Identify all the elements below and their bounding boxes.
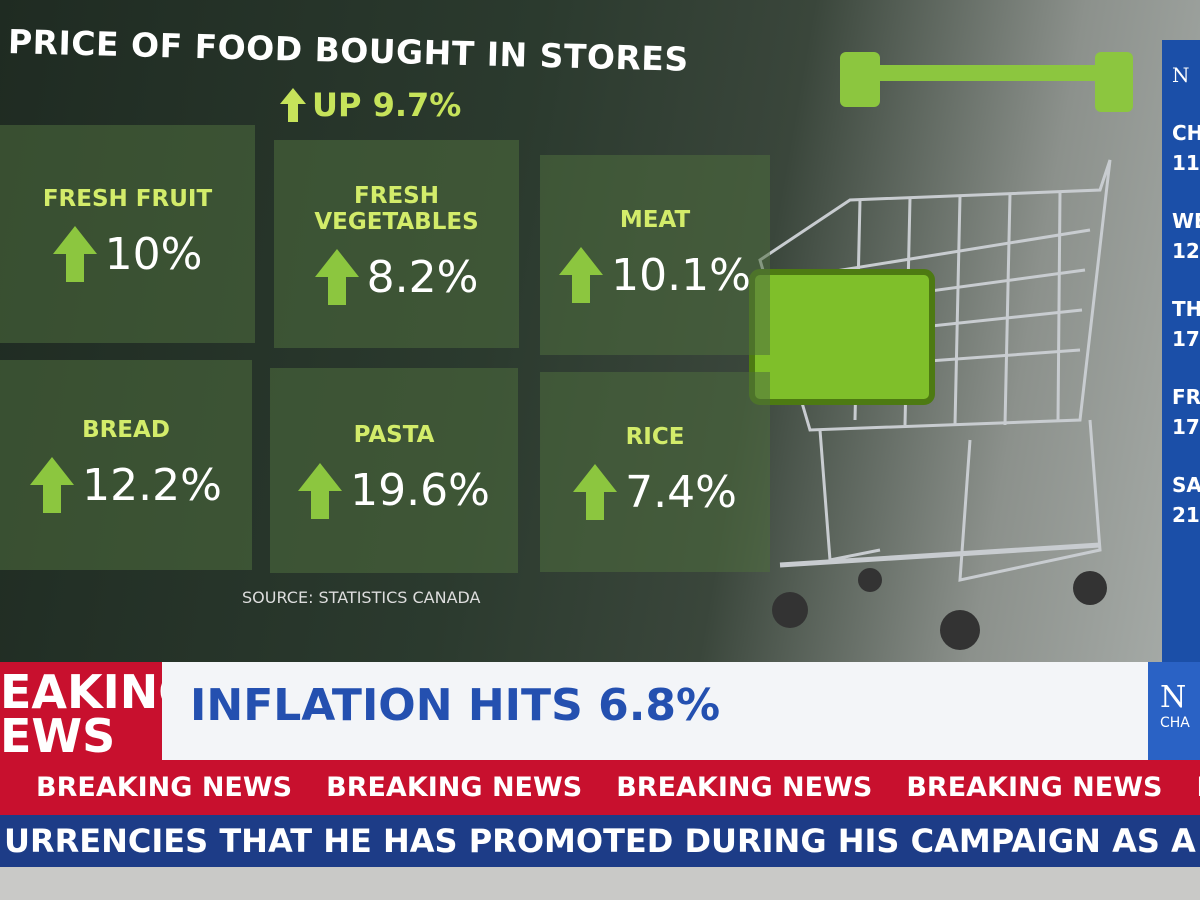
sidebar-item: 17 xyxy=(1172,327,1200,351)
ticker-item: BREAKING NEWS xyxy=(616,772,873,803)
tile-label: PASTA xyxy=(353,422,435,449)
tile: FRESH VEGETABLES 8.2% xyxy=(274,140,519,348)
tile-value-row: 10.1% xyxy=(559,247,751,304)
tile-value: 12.2% xyxy=(82,459,222,511)
breaking-tag: EAKING EWS xyxy=(0,662,162,760)
sidebar-item: SAT xyxy=(1172,473,1200,497)
sidebar-item: 21 xyxy=(1172,503,1200,527)
tile: PASTA 19.6% xyxy=(270,368,518,573)
banner-logo: N CHA xyxy=(1148,662,1200,760)
tv-bezel xyxy=(0,867,1200,900)
sidebar-item: CHA xyxy=(1172,121,1200,145)
up-arrow xyxy=(298,462,343,519)
tile-value-row: 7.4% xyxy=(573,464,737,521)
logo-sub: CHA xyxy=(1160,715,1190,731)
tile-value: 19.6% xyxy=(350,465,490,517)
tile-value: 10% xyxy=(104,228,203,280)
tile-value-row: 12.2% xyxy=(30,457,222,514)
tile: RICE 7.4% xyxy=(540,372,770,572)
up-arrow xyxy=(280,88,306,122)
sidebar-item: FR xyxy=(1172,385,1200,409)
sidebar-item: 12 xyxy=(1172,239,1200,263)
up-arrow xyxy=(559,247,604,304)
tile-label: MEAT xyxy=(619,206,691,233)
sidebar-item: WE xyxy=(1172,209,1200,233)
banner-headline: INFLATION HITS 6.8% xyxy=(190,680,721,731)
banner xyxy=(0,662,1200,760)
tile-value: 7.4% xyxy=(625,466,737,518)
tile-value-row: 8.2% xyxy=(314,249,479,306)
tile-label: BREAD xyxy=(82,416,170,443)
cart-handle-end xyxy=(840,52,880,107)
ticker-item: BREAKING NEWS xyxy=(326,772,583,803)
cart-panel xyxy=(749,269,935,405)
sidebar-logo: N xyxy=(1172,63,1190,87)
tile-value: 8.2% xyxy=(366,251,479,303)
tile-label: RICE xyxy=(625,423,685,450)
logo-text: N xyxy=(1160,680,1187,715)
up-arrow xyxy=(314,249,359,306)
headline: UP 9.7% xyxy=(280,86,461,124)
cart-handle-end xyxy=(1095,52,1133,112)
crawl: URRENCIES THAT HE HAS PROMOTED DURING HI… xyxy=(0,815,1200,867)
sidebar: N CHA 11: WE 12 TH 17 FR 17 SAT 21 xyxy=(1162,40,1200,662)
up-arrow xyxy=(30,457,75,514)
graphic-title: PRICE OF FOOD BOUGHT IN STORES xyxy=(7,22,690,79)
tile-value-row: 19.6% xyxy=(298,462,490,519)
ticker-item: BREAKING NEWS xyxy=(36,772,293,803)
tile: BREAD 12.2% xyxy=(0,360,252,570)
sidebar-item: TH xyxy=(1172,297,1200,321)
ticker-item: BREAKING NE xyxy=(1196,772,1200,803)
up-arrow xyxy=(573,464,618,521)
tile: MEAT 10.1% xyxy=(540,155,770,355)
headline-text: UP 9.7% xyxy=(312,86,462,124)
tag-top: EAKING xyxy=(0,665,162,719)
tag-bottom: EWS xyxy=(0,709,116,760)
tile-label: FRESH FRUIT xyxy=(42,185,213,212)
sidebar-item: 17 xyxy=(1172,415,1200,439)
tile: FRESH FRUIT 10% xyxy=(0,125,255,343)
sidebar-item: 11: xyxy=(1172,151,1200,175)
ticker-item: BREAKING NEWS xyxy=(906,772,1163,803)
up-arrow xyxy=(52,226,97,283)
cart-handle xyxy=(840,65,1130,81)
source: SOURCE: STATISTICS CANADA xyxy=(242,588,481,607)
tile-label: FRESH VEGETABLES xyxy=(314,182,479,235)
cart-image xyxy=(749,52,1133,650)
ticker: BREAKING NEWS BREAKING NEWS BREAKING NEWS B… xyxy=(0,760,1200,815)
tile-value-row: 10% xyxy=(52,226,203,283)
tile-value: 10.1% xyxy=(611,249,751,301)
